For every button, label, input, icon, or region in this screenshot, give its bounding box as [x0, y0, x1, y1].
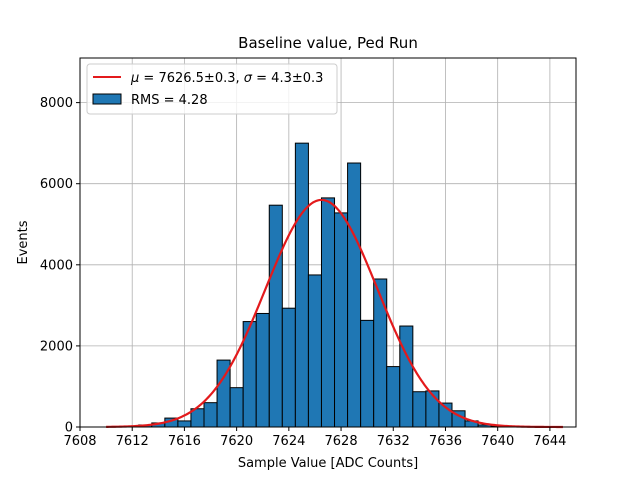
- histogram-bar: [203, 402, 218, 428]
- histogram-bar: [412, 391, 427, 428]
- x-tick-label: 7616: [168, 434, 201, 449]
- histogram-bar: [373, 278, 388, 428]
- x-tick-label: 7628: [325, 434, 358, 449]
- legend-box: [86, 63, 338, 115]
- histogram-bar: [386, 366, 401, 428]
- legend-bar-swatch: [92, 93, 122, 105]
- x-axis-label: Sample Value [ADC Counts]: [238, 456, 418, 471]
- histogram-bar: [229, 387, 244, 428]
- x-tick-label: 7612: [116, 434, 149, 449]
- histogram-bar: [294, 142, 309, 428]
- x-tick-label: 7644: [533, 434, 566, 449]
- histogram-bar: [334, 212, 349, 428]
- histogram-bar: [281, 307, 296, 428]
- gaussian-fit: [106, 198, 563, 429]
- legend-rms-label: RMS = 4.28: [131, 93, 208, 108]
- x-tick-label: 7608: [63, 434, 96, 449]
- fit-curve: [106, 198, 563, 429]
- legend-sigma-value: 4.3±0.3: [271, 71, 323, 86]
- x-tick-label: 7636: [429, 434, 462, 449]
- x-tick-label: 7632: [377, 434, 410, 449]
- histogram-bar: [255, 312, 270, 428]
- y-tick-label: 4000: [40, 258, 73, 273]
- histogram-bar: [320, 197, 336, 428]
- x-tick-label: 7620: [220, 434, 253, 449]
- legend-sigma-prefix: σ =: [244, 71, 271, 86]
- histogram-bar: [347, 162, 362, 428]
- y-tick-label: 2000: [40, 339, 73, 354]
- chart-title: Baseline value, Ped Run: [238, 34, 418, 52]
- plot-frame: [79, 57, 577, 428]
- y-axis-label: Events: [16, 220, 31, 264]
- legend: μ = 7626.5±0.3, σ = 4.3±0.3 RMS = 4.28: [86, 63, 338, 115]
- histogram-bar: [268, 204, 283, 428]
- histogram-bar: [177, 420, 192, 428]
- legend-fit-label: μ = 7626.5±0.3, σ = 4.3±0.3: [130, 71, 323, 86]
- histogram-bar: [399, 325, 414, 428]
- histogram-bar: [307, 274, 322, 428]
- y-tick-label: 6000: [40, 177, 73, 192]
- x-tick-label: 7640: [481, 434, 514, 449]
- legend-mu-value: 7626.5±0.3: [158, 71, 235, 86]
- axis-ticks: 7608 7612 7616 7620 7624 7628 7632 7636 7640 7644…: [40, 96, 567, 449]
- legend-mu-prefix: μ =: [130, 71, 158, 86]
- histogram-bar: [360, 319, 375, 428]
- legend-separator: ,: [236, 71, 244, 86]
- y-tick-label: 8000: [40, 96, 73, 111]
- y-tick-label: 0: [65, 421, 73, 436]
- x-tick-label: 7624: [272, 434, 305, 449]
